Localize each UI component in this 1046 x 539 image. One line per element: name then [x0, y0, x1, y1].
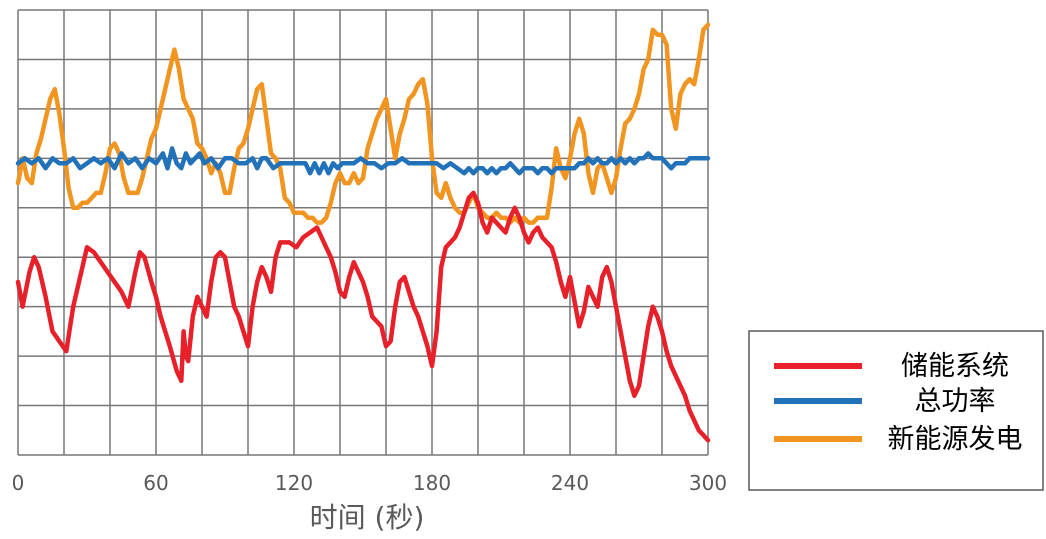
- grid: [17, 9, 709, 456]
- series-line-1: [15, 146, 711, 176]
- legend-label-1: 总功率: [915, 386, 996, 417]
- x-tick-label: 60: [143, 471, 168, 495]
- legend-label-0: 储能系统: [901, 351, 1009, 382]
- x-tick-label: 180: [413, 471, 451, 495]
- x-tick-labels: 0 60 120 180 240 300: [12, 471, 727, 495]
- x-tick-label: 240: [551, 471, 589, 495]
- x-axis-title: 时间 (秒): [310, 501, 425, 534]
- legend-label-2: 新能源发电: [888, 424, 1023, 455]
- series-line-2: [15, 22, 711, 225]
- series-line-0: [15, 190, 711, 443]
- x-tick-label: 0: [12, 471, 25, 495]
- series-layer: [15, 22, 711, 443]
- x-tick-label: 120: [275, 471, 313, 495]
- legend-box: [748, 330, 1044, 491]
- x-tick-label: 300: [689, 471, 727, 495]
